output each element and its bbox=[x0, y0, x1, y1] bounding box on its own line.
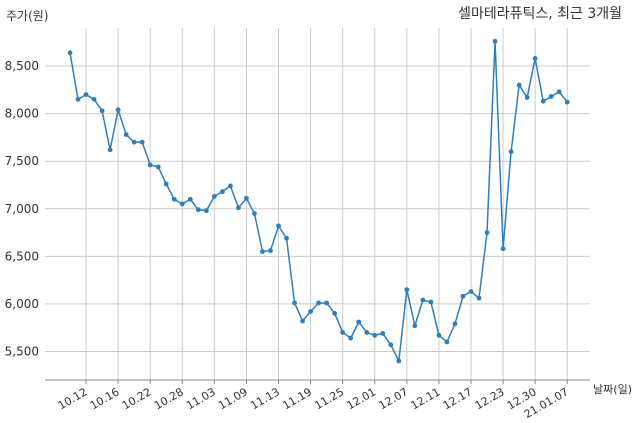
data-point bbox=[516, 82, 522, 88]
data-point bbox=[500, 246, 506, 252]
data-point bbox=[163, 181, 169, 187]
data-point bbox=[388, 342, 394, 348]
data-point bbox=[492, 38, 498, 44]
data-point bbox=[292, 300, 297, 306]
x-tick-label: 12.07 bbox=[377, 385, 411, 412]
data-point bbox=[324, 300, 330, 306]
y-tick-label: 6,000 bbox=[5, 297, 39, 311]
data-point bbox=[436, 332, 442, 338]
x-tick-label: 12.23 bbox=[473, 385, 507, 412]
data-point bbox=[380, 330, 386, 336]
data-point bbox=[420, 297, 426, 303]
data-point bbox=[123, 132, 129, 137]
x-axis-title: 날짜(일) bbox=[593, 382, 632, 396]
y-tick-label: 7,500 bbox=[5, 154, 39, 168]
x-tick-label: 10.12 bbox=[56, 385, 90, 412]
data-point bbox=[460, 293, 466, 299]
y-tick-label: 7,000 bbox=[5, 202, 39, 216]
data-point bbox=[211, 193, 217, 199]
x-tick-label: 12.01 bbox=[344, 385, 378, 412]
data-point bbox=[219, 189, 225, 195]
data-point bbox=[444, 339, 450, 345]
data-point bbox=[187, 196, 193, 202]
axes bbox=[45, 379, 590, 384]
data-point bbox=[556, 89, 562, 95]
data-point bbox=[452, 321, 458, 327]
data-point bbox=[476, 295, 482, 301]
data-point bbox=[524, 95, 530, 100]
data-point bbox=[484, 230, 490, 235]
grid-lines bbox=[45, 28, 590, 380]
x-tick-label: 12.11 bbox=[409, 385, 443, 412]
data-point bbox=[332, 311, 338, 316]
data-point bbox=[252, 211, 257, 216]
data-point bbox=[284, 235, 289, 241]
data-point bbox=[179, 201, 185, 207]
data-point bbox=[203, 208, 209, 214]
data-point bbox=[139, 139, 145, 145]
data-point bbox=[396, 358, 402, 364]
data-point bbox=[428, 299, 434, 305]
data-point bbox=[412, 323, 418, 329]
x-tick-label: 11.25 bbox=[312, 385, 346, 412]
data-point bbox=[75, 96, 81, 102]
data-point bbox=[147, 162, 153, 168]
x-tick-label: 10.16 bbox=[88, 385, 122, 412]
data-point bbox=[171, 196, 177, 202]
data-point bbox=[540, 98, 546, 104]
data-point bbox=[260, 249, 265, 254]
data-point bbox=[300, 318, 305, 324]
data-point bbox=[67, 50, 73, 56]
x-tick-label: 10.22 bbox=[120, 385, 154, 412]
y-tick-label: 8,000 bbox=[5, 107, 39, 121]
data-point bbox=[308, 309, 313, 314]
x-axis-tick-labels: 10.1210.1610.2210.2811.0311.0911.1311.19… bbox=[56, 385, 571, 421]
data-point bbox=[276, 223, 281, 229]
y-tick-label: 5,500 bbox=[5, 344, 39, 358]
data-point bbox=[372, 332, 378, 338]
y-axis-title: 주가(원) bbox=[6, 9, 48, 23]
data-point bbox=[107, 147, 113, 153]
data-point bbox=[364, 330, 370, 335]
data-point bbox=[131, 139, 137, 145]
chart-title: 셀마테라퓨틱스, 최근 3개월 bbox=[458, 6, 622, 22]
data-point bbox=[564, 99, 570, 105]
data-point bbox=[115, 107, 121, 113]
y-tick-label: 8,500 bbox=[5, 59, 39, 73]
data-point bbox=[468, 289, 474, 294]
data-point bbox=[244, 195, 249, 201]
data-point bbox=[340, 330, 346, 335]
data-point bbox=[91, 96, 97, 102]
data-point bbox=[316, 300, 322, 306]
data-point bbox=[99, 108, 105, 114]
x-tick-label: 11.19 bbox=[280, 385, 314, 412]
x-tick-label: 10.28 bbox=[152, 385, 186, 412]
data-point bbox=[532, 56, 538, 61]
data-point bbox=[508, 149, 514, 155]
x-tick-label: 11.09 bbox=[216, 385, 250, 412]
x-tick-label: 12.17 bbox=[441, 385, 475, 412]
data-point bbox=[356, 319, 362, 325]
data-point-markers bbox=[67, 38, 570, 364]
data-point bbox=[195, 207, 201, 213]
x-tick-label: 11.03 bbox=[184, 385, 218, 412]
data-point bbox=[228, 183, 233, 189]
data-point bbox=[404, 287, 410, 293]
data-point bbox=[236, 205, 241, 211]
data-point bbox=[83, 92, 89, 97]
data-point bbox=[548, 94, 554, 99]
price-series-line bbox=[69, 41, 568, 364]
data-point bbox=[348, 335, 354, 341]
data-point bbox=[268, 248, 273, 254]
data-point bbox=[155, 164, 161, 170]
y-tick-label: 6,500 bbox=[5, 249, 39, 263]
x-tick-label: 11.13 bbox=[248, 385, 282, 412]
y-axis-tick-labels: 5,500 6,000 6,500 7,000 7,500 8,000 8,500 bbox=[5, 59, 39, 358]
